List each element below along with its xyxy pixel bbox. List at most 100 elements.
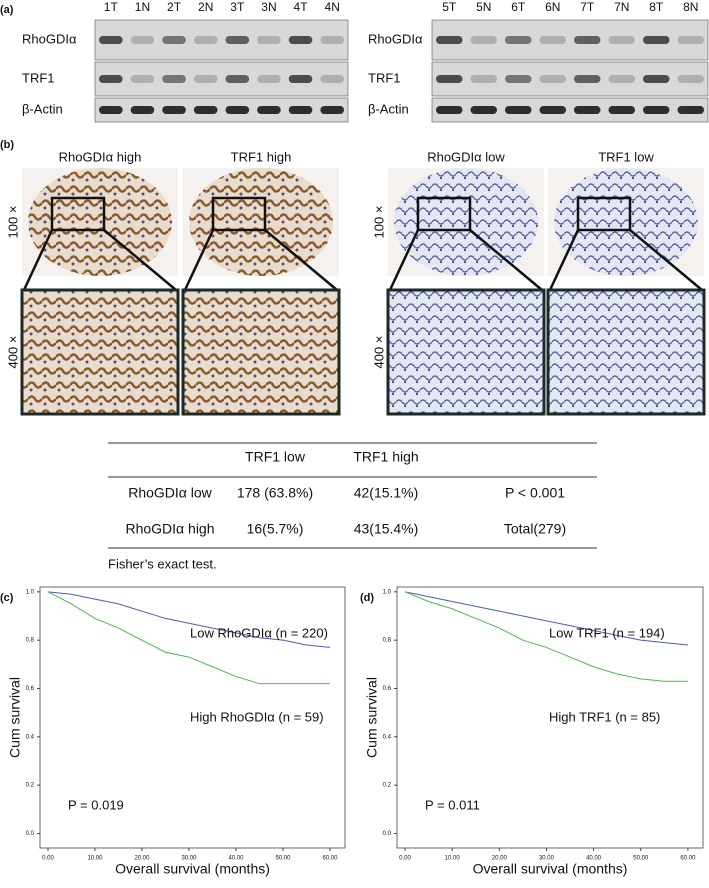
row-label: β-Actin (368, 101, 409, 116)
p-value: P = 0.011 (425, 797, 480, 812)
x-tick-label: 10.00 (87, 856, 103, 862)
x-tick-label: 40.00 (228, 856, 244, 862)
magnification: 400 × (5, 336, 20, 369)
x-tick-label: 20.00 (492, 856, 508, 862)
blot-band (162, 75, 186, 83)
y-tick-label: 0.4 (383, 734, 392, 740)
table-cell: Total(279) (504, 521, 566, 537)
table-header: TRF1 low (245, 449, 306, 465)
y-tick-label: 0.8 (26, 638, 35, 644)
tma-core (28, 168, 172, 276)
zoom-image (20, 288, 180, 416)
zoom-box (416, 196, 472, 232)
blot-band (193, 75, 218, 83)
zoom-image (386, 288, 546, 416)
blot-band (539, 106, 566, 114)
blot-band (608, 106, 635, 114)
blot-band (574, 75, 601, 83)
blot-band (608, 75, 635, 83)
blot-band (130, 36, 155, 44)
curve-label: Low RhoGDIα (n = 220) (190, 625, 328, 640)
zoom-line (629, 229, 703, 291)
blot-band (99, 36, 123, 44)
x-tick-label: 50.00 (633, 856, 649, 862)
x-tick-label: 40.00 (586, 856, 602, 862)
curve-label: High RhoGDIα (n = 59) (190, 709, 324, 724)
image-title: RhoGDIα high (59, 149, 142, 164)
x-tick-label: 10.00 (445, 856, 461, 862)
table-cell: 178 (63.8%) (237, 485, 313, 501)
zoom-image (546, 288, 706, 416)
tma-core (554, 168, 698, 276)
table-cell: RhoGDIα high (125, 521, 214, 537)
blot-band (677, 36, 704, 44)
blot-band (130, 106, 155, 114)
row-label: RhoGDIα (22, 31, 77, 46)
tma-core (394, 168, 538, 276)
lane-label: 5N (476, 0, 491, 14)
blot-band (257, 75, 281, 83)
blot-band (225, 75, 250, 83)
curve-label: High TRF1 (n = 85) (549, 709, 660, 724)
blot-band (608, 36, 635, 44)
y-axis-title: Cum survival (7, 677, 23, 758)
lane-label: 6T (511, 0, 526, 14)
lane-label: 4N (325, 0, 340, 14)
image-title: TRF1 high (231, 149, 292, 164)
lane-label: 1N (135, 0, 150, 14)
blot-band (436, 36, 463, 44)
table-cell: 16(5.7%) (247, 521, 304, 537)
panel-letter: (b) (0, 139, 14, 151)
panel-letter: (d) (360, 592, 374, 604)
table-cell: 42(15.1%) (354, 485, 419, 501)
plot-frame (39, 586, 346, 849)
x-tick-label: 0.00 (399, 856, 411, 862)
lane-label: 5T (442, 0, 457, 14)
zoom-image (181, 288, 341, 416)
blot-band (288, 106, 313, 114)
lane-label: 4T (294, 0, 309, 14)
lane-label: 7T (580, 0, 595, 14)
zoom-line (22, 229, 54, 291)
x-axis-title: Overall survival (months) (115, 861, 270, 877)
zoom-box (576, 196, 632, 232)
x-tick-label: 50.00 (275, 856, 291, 862)
lane-label: 2N (198, 0, 213, 14)
blot-band (436, 106, 463, 114)
y-axis-title: Cum survival (364, 677, 380, 758)
x-tick-label: 0.00 (42, 856, 54, 862)
y-tick-label: 1.0 (383, 589, 392, 595)
blot-band (505, 36, 532, 44)
panel-letter: (a) (0, 4, 14, 16)
magnification: 100 × (5, 206, 20, 239)
blot-band (470, 75, 497, 83)
x-axis-title: Overall survival (months) (473, 861, 628, 877)
lane-label: 6N (545, 0, 560, 14)
blot-band (505, 106, 532, 114)
zoom-line (388, 229, 420, 291)
blot-band (505, 75, 532, 83)
zoom-line (264, 229, 338, 291)
lane-label: 7N (614, 0, 629, 14)
tma-core (189, 168, 333, 276)
row-label: TRF1 (368, 70, 401, 85)
blot-band (677, 75, 704, 83)
survival-curve (47, 591, 330, 685)
y-tick-label: 0.6 (383, 686, 392, 692)
plot-frame (396, 586, 704, 849)
y-tick-label: 0.2 (26, 783, 35, 789)
x-tick-label: 20.00 (134, 856, 150, 862)
blot-band (643, 75, 670, 83)
magnification: 100 × (371, 206, 386, 239)
lane-label: 2T (167, 0, 182, 14)
x-tick-label: 30.00 (181, 856, 197, 862)
x-tick-label: 60.00 (322, 856, 338, 862)
survival-curve (404, 591, 688, 646)
zoom-line (469, 229, 543, 291)
y-tick-label: 0.8 (383, 638, 392, 644)
y-tick-label: 0.6 (26, 686, 35, 692)
zoom-box (211, 196, 267, 232)
blot-band (320, 75, 344, 83)
x-tick-label: 30.00 (539, 856, 555, 862)
